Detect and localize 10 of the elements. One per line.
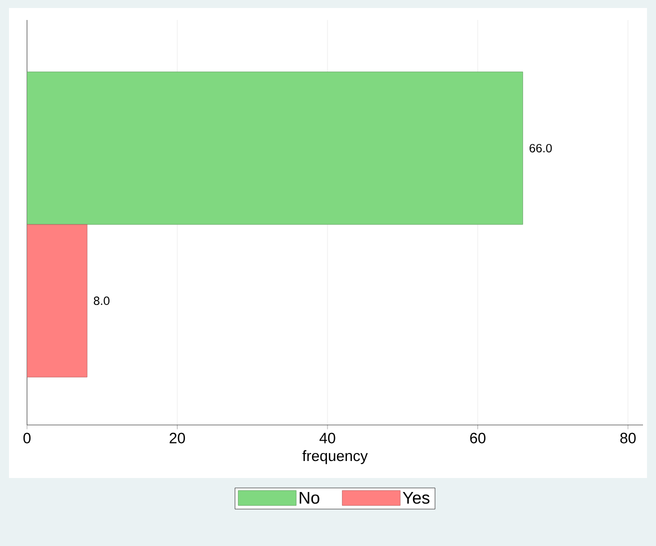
legend-label: No [300, 492, 320, 504]
x-tick-label: 60 [470, 432, 486, 444]
x-axis-title: frequency [302, 450, 368, 464]
x-tick-label: 20 [170, 432, 185, 444]
x-tick-label: 40 [320, 432, 336, 444]
legend-label: Yes [402, 492, 430, 504]
x-tick-label: 0 [23, 432, 31, 444]
x-tick-label: 80 [620, 432, 636, 444]
data-label: 66.0 [530, 144, 552, 152]
data-label: 8.0 [94, 296, 110, 305]
